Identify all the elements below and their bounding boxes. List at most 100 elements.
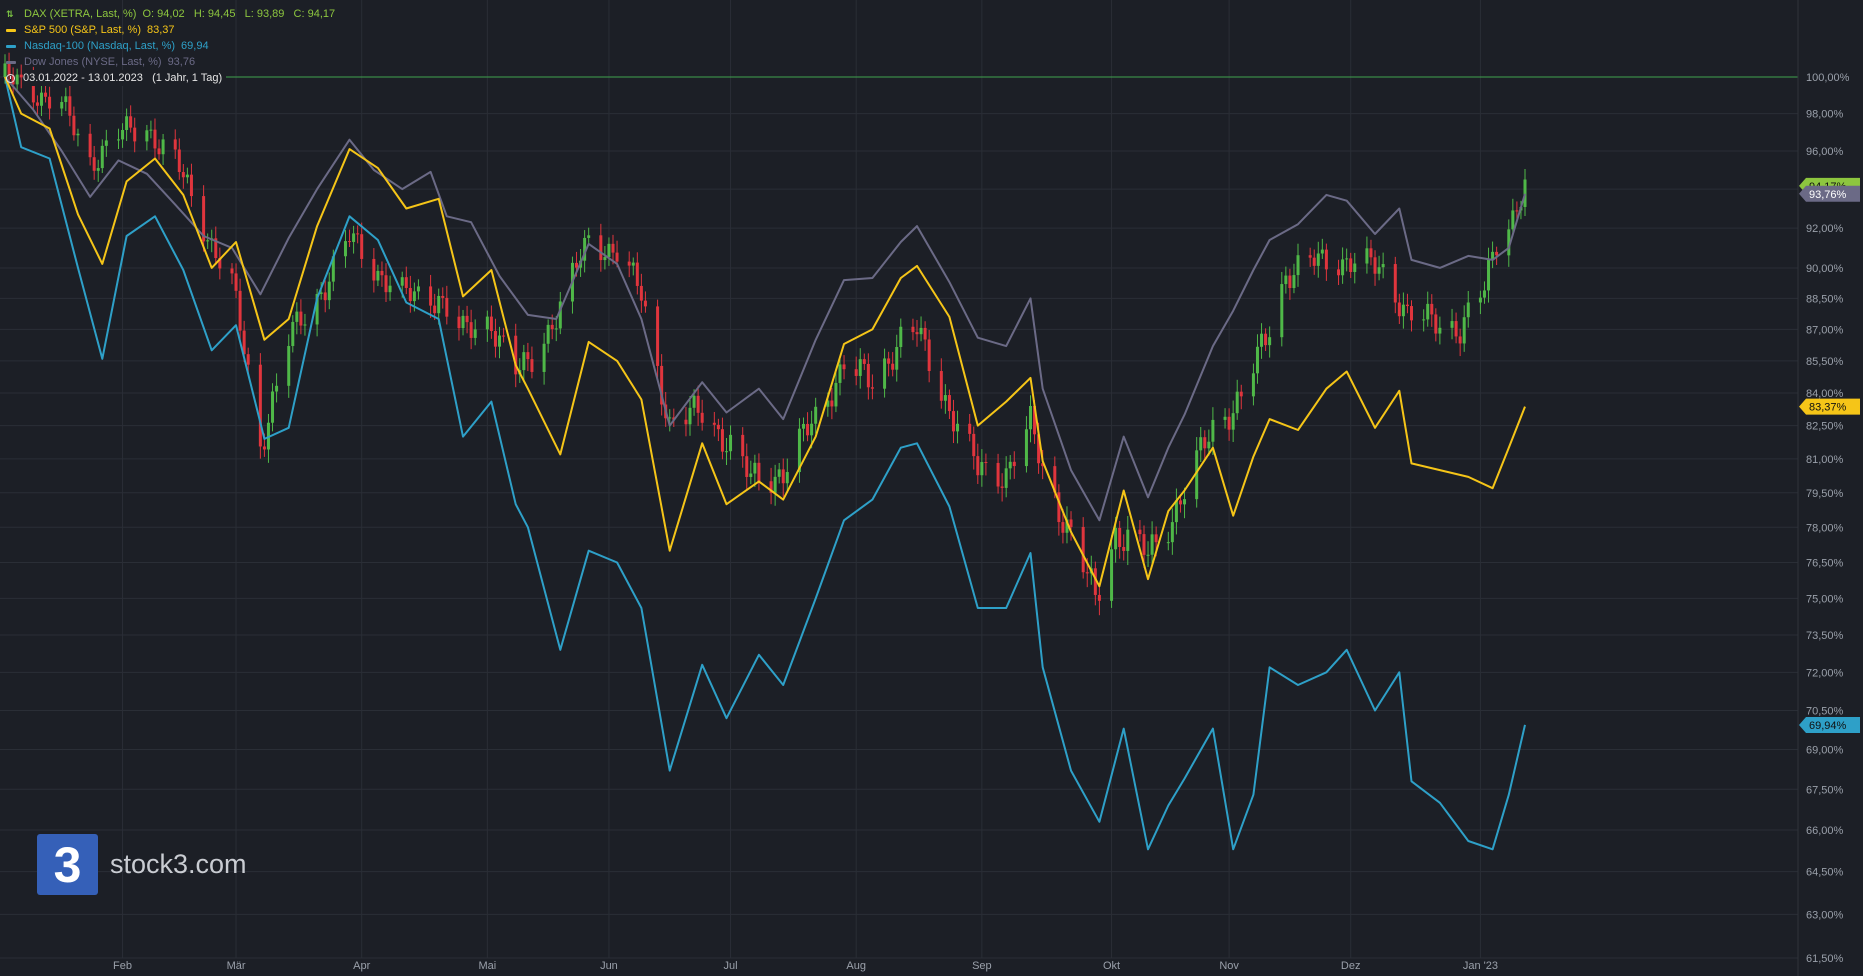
dax-candle bbox=[724, 451, 728, 453]
dax-candle bbox=[741, 434, 745, 457]
legend-value: 83,37 bbox=[147, 24, 175, 36]
dax-candle bbox=[149, 129, 153, 131]
dax-candle bbox=[887, 358, 891, 364]
dax-candle bbox=[469, 322, 473, 338]
sp500-line[interactable] bbox=[4, 76, 1526, 588]
dax-candle bbox=[1251, 373, 1255, 397]
dax-candle bbox=[1345, 258, 1349, 260]
dax-candle bbox=[976, 456, 980, 476]
dax-candle bbox=[1511, 210, 1515, 230]
dax-candle bbox=[1122, 546, 1126, 551]
price-axis[interactable]: 100,00%98,00%96,00%94,00%92,00%90,00%88,… bbox=[1806, 72, 1850, 965]
dax-candle bbox=[121, 130, 125, 140]
dax-candle bbox=[1369, 248, 1373, 258]
dax-candle bbox=[343, 241, 347, 257]
dax-candle bbox=[781, 469, 785, 484]
dax-candle bbox=[246, 354, 250, 365]
dax-candle bbox=[1211, 419, 1215, 442]
dax-candle bbox=[1393, 264, 1397, 303]
dax-candle bbox=[96, 168, 100, 171]
dax-candle bbox=[1207, 441, 1211, 449]
time-axis[interactable]: Feb Mär Apr Mai Jun Jul Aug Sep Okt Nov Dez Jan '23 bbox=[113, 960, 1498, 972]
y-tick-label: 66,00% bbox=[1806, 825, 1844, 837]
dax-candle bbox=[327, 281, 331, 301]
dax-candle bbox=[1324, 249, 1328, 270]
dax-candle bbox=[546, 324, 550, 344]
dow-line[interactable] bbox=[4, 76, 1526, 522]
dax-candle bbox=[1065, 519, 1069, 533]
dax-candle bbox=[696, 395, 700, 413]
dax-candle bbox=[668, 417, 672, 419]
dax-candle bbox=[319, 292, 323, 294]
dax-candle bbox=[1235, 391, 1239, 414]
time-range[interactable]: 03.01.2022 - 13.01.2023 (1 Jahr, 1 Tag) bbox=[6, 70, 335, 86]
dax-candle bbox=[587, 235, 591, 238]
dax-candle bbox=[1337, 269, 1341, 276]
dax-candle bbox=[1085, 572, 1089, 574]
dax-candle bbox=[1126, 529, 1130, 551]
legend-ohlc-values: O: 94,02 H: 94,45 L: 93,89 C: 94,17 bbox=[142, 8, 336, 20]
dax-candle bbox=[1223, 416, 1227, 420]
dax-candle bbox=[870, 387, 874, 389]
dax-candle bbox=[631, 262, 635, 266]
legend-item-dow[interactable]: Dow Jones (NYSE, Last, %) 93,76 bbox=[6, 54, 335, 70]
dax-candle bbox=[643, 300, 647, 307]
y-tick-label: 82,50% bbox=[1806, 421, 1844, 433]
time-range-dates: 03.01.2022 - 13.01.2023 (1 Jahr, 1 Tag) bbox=[23, 70, 227, 86]
dax-candle bbox=[1523, 179, 1527, 207]
dax-candle bbox=[429, 286, 433, 306]
dax-candle bbox=[242, 330, 246, 355]
dax-candle bbox=[1028, 405, 1032, 430]
dax-candle bbox=[323, 292, 327, 301]
legend-item-sp500[interactable]: S&P 500 (S&P, Last, %) 83,37 bbox=[6, 22, 335, 38]
dax-candle bbox=[262, 446, 266, 450]
marker-tag bbox=[1799, 716, 1860, 733]
dax-candle bbox=[1008, 461, 1012, 469]
dax-candle bbox=[1308, 255, 1312, 258]
last-value-markers: 94,17%93,76%83,37%69,94% bbox=[1799, 177, 1860, 733]
dax-candle bbox=[1195, 450, 1199, 500]
dax-candle bbox=[206, 240, 210, 242]
dax-candle bbox=[639, 285, 643, 301]
dax-candle bbox=[1296, 255, 1300, 276]
x-tick-label: Jan '23 bbox=[1463, 960, 1498, 972]
dax-candle bbox=[550, 324, 554, 330]
marker-tag bbox=[1799, 185, 1860, 202]
nasdaq-line[interactable] bbox=[4, 76, 1526, 851]
dax-candle bbox=[542, 343, 546, 372]
legend-item-dax[interactable]: ⇅ DAX (XETRA, Last, %) O: 94,02 H: 94,45… bbox=[6, 6, 335, 22]
dax-candle bbox=[968, 423, 972, 434]
dax-candle bbox=[133, 127, 137, 142]
dax-candle bbox=[502, 335, 506, 337]
dax-candle bbox=[1118, 527, 1122, 547]
dax-candle bbox=[457, 316, 461, 329]
dax-candle bbox=[181, 172, 185, 178]
line-icon bbox=[6, 44, 16, 48]
dax-candle bbox=[883, 358, 887, 389]
dax-candle bbox=[838, 364, 842, 383]
clock-icon bbox=[6, 73, 15, 83]
dax-candle bbox=[915, 332, 919, 335]
dax-candle bbox=[814, 406, 818, 424]
dax-candle bbox=[100, 145, 104, 169]
dax-candle bbox=[1426, 303, 1430, 320]
dax-candle bbox=[1033, 405, 1037, 435]
dax-candle bbox=[1146, 554, 1150, 556]
dax-candle bbox=[1450, 321, 1454, 328]
dax-candle bbox=[1430, 303, 1434, 315]
dax-candle bbox=[295, 311, 299, 322]
dax-candle bbox=[1341, 259, 1345, 276]
legend-label: DAX (XETRA, Last, %) bbox=[24, 8, 137, 20]
y-tick-label: 98,00% bbox=[1806, 109, 1844, 121]
dax-candle bbox=[712, 422, 716, 425]
legend-item-nasdaq[interactable]: Nasdaq-100 (Nasdaq, Last, %) 69,94 bbox=[6, 38, 335, 54]
dax-candle bbox=[125, 116, 129, 131]
dax-candle bbox=[1138, 529, 1142, 535]
dax-candle bbox=[627, 261, 631, 266]
dax-candle bbox=[352, 233, 356, 242]
dax-candle bbox=[583, 237, 587, 261]
dax-candle bbox=[1264, 333, 1268, 346]
y-tick-label: 61,50% bbox=[1806, 953, 1844, 965]
dax-candle bbox=[3, 63, 7, 77]
